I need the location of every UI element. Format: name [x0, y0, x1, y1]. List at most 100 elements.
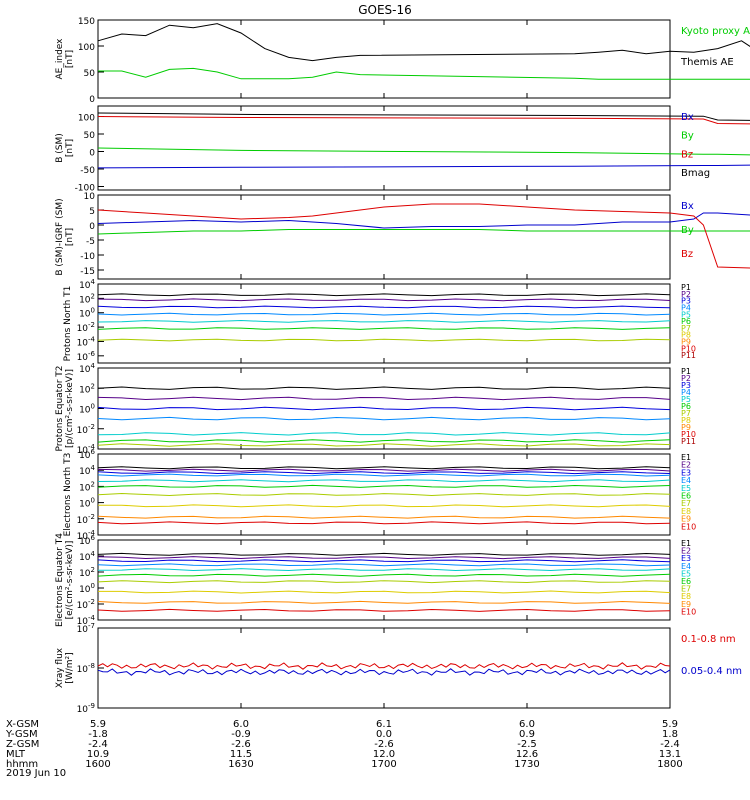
tick-label: 0 [89, 222, 95, 232]
series-line [97, 580, 671, 584]
series-line [97, 492, 671, 497]
tick-label: 102 [79, 480, 95, 493]
tick-label: 50 [84, 69, 96, 79]
series-line [97, 23, 750, 62]
tick-label: 100 [79, 403, 95, 416]
panel-frame [97, 539, 671, 621]
ephemeris-value: -2.5 [517, 739, 537, 750]
tick-label: 10-8 [77, 662, 95, 675]
tick-label: 102 [79, 382, 95, 395]
y-axis-label: Electrons North T3 [63, 453, 73, 537]
series-line [98, 504, 671, 508]
ephemeris-value: 1800 [657, 759, 682, 770]
y-axis-label: B (SM) [55, 133, 65, 163]
ephemeris-row-label: Y-GSM [5, 729, 38, 740]
series-line [97, 338, 671, 342]
y-axis-label: [e/(cm²-s-sr-keV)] [65, 541, 75, 620]
series-line [97, 298, 671, 302]
legend-entry: P3 [681, 381, 691, 390]
tick-label: 100 [79, 307, 95, 320]
series-line [97, 466, 671, 470]
legend-entry: P8 [681, 416, 691, 425]
legend-entry: E7 [681, 585, 691, 594]
ephemeris-value: -0.9 [231, 729, 251, 740]
tick-label: 10-2 [77, 423, 95, 436]
series-line [97, 471, 671, 475]
ephemeris-row-label: X-GSM [6, 719, 39, 730]
ephemeris-value: 5.9 [662, 719, 678, 730]
panel-en: 10-4 10-2 100 102 104 106 Electrons North T3 E1… [63, 448, 696, 542]
tick-label: -15 [80, 267, 95, 277]
series-line [98, 67, 750, 80]
legend-entry: E2 [681, 461, 691, 470]
ephemeris-value: -2.6 [374, 739, 394, 750]
series-line [97, 559, 671, 563]
series-line [97, 662, 671, 670]
tick-label: 5 [89, 207, 95, 217]
legend-entry: P11 [681, 351, 696, 360]
ephemeris-value: 5.9 [90, 719, 106, 730]
tick-label: -100 [75, 184, 96, 194]
date-label: 2019 Jun 10 [6, 768, 66, 779]
panel-frame [97, 283, 671, 364]
series-line [97, 473, 671, 477]
legend-entry: P1 [681, 283, 691, 292]
ephemeris-row-label: Z-GSM [6, 739, 39, 750]
tick-label: 50 [84, 131, 96, 141]
legend-entry: P2 [681, 374, 691, 383]
series-line [97, 552, 671, 556]
legend-entry: E8 [681, 507, 691, 516]
series-line [97, 439, 671, 443]
legend-entry: Themis AE [680, 57, 734, 68]
legend-entry: Bmag [681, 168, 710, 179]
tick-label: -10 [80, 252, 95, 262]
legend-entry: P4 [681, 388, 691, 397]
legend-entry: E4 [681, 476, 691, 485]
legend-entry: P8 [681, 331, 691, 340]
ephemeris-value: -2.4 [88, 739, 108, 750]
panel-xray: 10-9 10-8 10-7 Xray flux [W/m²] 0.1-0.8 nm 0.0… [55, 622, 742, 715]
series-line [97, 479, 671, 483]
tick-label: 10-2 [77, 513, 95, 526]
series-line [97, 203, 750, 269]
tick-label: 102 [79, 566, 95, 579]
ephemeris-value: -2.6 [231, 739, 251, 750]
y-axis-label: Xray flux [55, 647, 65, 688]
legend-entry: E10 [681, 522, 696, 531]
legend-entry: P3 [681, 297, 691, 306]
legend-entry: E6 [681, 577, 691, 586]
legend-entry: E1 [681, 539, 691, 548]
panel-digrf: -15 -10 -5 0 5 10 B (SM)-IGRF (SM) [nT] Bx By Bz [55, 192, 750, 280]
legend-entry: P5 [681, 310, 691, 319]
plot-title: GOES-16 [358, 3, 412, 17]
series-line [97, 600, 671, 604]
y-axis-label: [nT] [65, 228, 75, 246]
legend-entry: E3 [681, 554, 691, 563]
tick-label: 0 [89, 95, 95, 105]
legend-entry: P6 [681, 317, 691, 326]
ephemeris-value: 6.0 [233, 719, 249, 730]
tick-label: 10-9 [77, 702, 95, 715]
panel-ee: 10-4 10-2 100 102 104 106 Electrons Equator T4… [55, 533, 696, 627]
tick-label: 100 [79, 582, 95, 595]
ephemeris-value: 12.6 [516, 749, 538, 760]
legend-entry: Bx [681, 112, 694, 123]
legend-entry: P10 [681, 430, 696, 439]
ephemeris-value: 0.9 [519, 729, 535, 740]
series-line [97, 319, 671, 323]
panel-pe: 10-4 10-2 100 102 104 Protons Equator T2 [p/(c… [55, 362, 696, 456]
panel-frame [97, 19, 671, 99]
y-axis-label: [nT] [65, 50, 75, 68]
legend-entry: E2 [681, 547, 691, 556]
ephemeris-value: 1730 [514, 759, 539, 770]
legend-entry: P9 [681, 338, 691, 347]
legend-entry: P10 [681, 344, 696, 353]
legend-entry: P11 [681, 437, 696, 446]
series-line [97, 396, 671, 401]
tick-label: 10-4 [77, 443, 96, 456]
series-line [97, 521, 671, 525]
ephemeris-row-label: hhmm [6, 759, 38, 770]
legend-entry: P9 [681, 423, 691, 432]
ephemeris-value: 10.9 [87, 749, 109, 760]
ephemeris-value: 6.1 [376, 719, 392, 730]
